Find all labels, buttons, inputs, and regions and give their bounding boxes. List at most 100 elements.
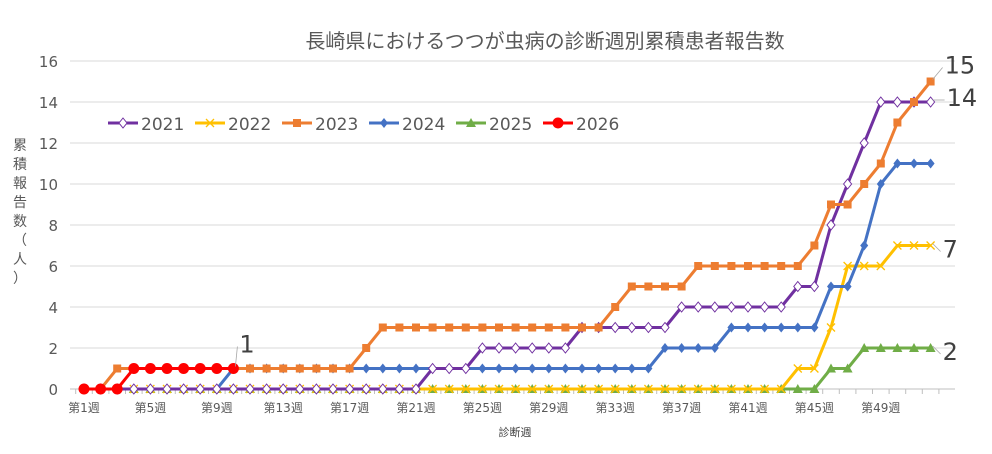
data-label: 1 [239,331,254,359]
series-line [84,162,931,391]
legend-item-2024: 2024 [369,115,445,135]
data-point [578,323,586,332]
data-point [677,343,686,353]
data-point [860,180,869,188]
x-axis-label: 診断週 [499,425,532,439]
data-point [760,262,769,270]
data-point [661,343,669,353]
legend-marker [466,118,476,127]
data-point [378,363,387,374]
data-point [561,323,570,332]
data-point [344,383,355,395]
data-point [412,323,420,332]
x-tick-label: 第21週 [396,401,435,415]
data-point [212,383,222,395]
x-tick-label: 第1週 [68,401,100,415]
data-point [444,362,454,375]
data-point [178,363,190,374]
data-point [677,282,686,291]
legend-label: 2021 [141,115,184,135]
data-point [793,262,802,270]
series-lines [78,77,936,395]
data-point [295,364,304,373]
data-point [777,322,786,333]
x-tick-label: 第25週 [463,401,502,415]
data-label: 2 [943,338,958,366]
y-axis-label-char: 報 [13,176,27,192]
data-point [743,301,753,313]
data-point [560,384,570,394]
data-point [827,200,835,209]
data-point [195,383,205,395]
data-label-leader [235,346,238,367]
data-point [644,363,653,374]
data-point [311,383,322,395]
data-point [312,364,321,373]
data-point [925,343,936,352]
data-point [776,384,786,394]
data-point [510,342,521,354]
x-tick-label: 第37週 [662,401,701,415]
data-point [893,118,902,127]
data-point [461,362,471,375]
data-point [727,262,736,270]
data-point [144,363,156,374]
y-tick-label: 12 [39,135,58,153]
data-point [793,280,803,293]
data-point [261,383,272,395]
data-point [693,301,703,313]
data-point [511,323,520,332]
x-tick-label: 第5週 [135,401,167,415]
data-point [527,342,537,354]
legend-item-2023: 2023 [282,115,358,135]
series-2021 [79,96,936,395]
data-point [859,343,870,352]
y-tick-label: 4 [48,299,58,317]
legend-marker [293,119,301,127]
data-point [859,261,869,271]
data-point [710,301,720,313]
data-point [910,158,918,169]
data-point [610,384,620,394]
data-point [760,322,769,333]
y-axis-label-char: 告 [13,195,27,211]
data-point [278,383,288,395]
data-point [926,241,936,250]
data-point [610,321,620,334]
y-axis-label-char: 累 [13,138,27,154]
data-point [710,384,720,394]
x-tick-label: 第17週 [330,401,369,415]
series-line [84,100,931,391]
data-point [111,383,123,395]
data-label-leader [932,243,941,252]
data-point [477,384,487,394]
data-point [843,281,852,292]
data-point [777,262,786,270]
data-point [227,363,239,374]
data-point [528,323,537,332]
data-point [428,384,438,394]
chart-title: 長崎県におけるつつが虫病の診断週別累積患者報告数 [305,29,784,53]
data-label: 7 [943,236,958,264]
data-point [345,364,354,373]
data-point [627,384,637,394]
data-point [892,343,903,352]
legend-item-2025: 2025 [456,115,532,135]
data-point [693,384,703,394]
data-point [809,384,820,393]
data-point [245,383,255,395]
data-point [661,282,669,291]
y-axis-label-char: 数 [13,214,27,230]
data-point [129,383,139,395]
data-point [544,384,554,394]
x-tick-label: 第41週 [728,401,767,415]
y-tick-label: 16 [39,53,58,71]
legend-label: 2025 [489,115,532,135]
y-axis-label-char: ） [13,271,27,287]
data-point [362,363,371,374]
data-point [361,383,371,395]
data-point [627,321,637,334]
y-axis-label-char: 人 [13,252,27,268]
data-point [876,96,886,108]
